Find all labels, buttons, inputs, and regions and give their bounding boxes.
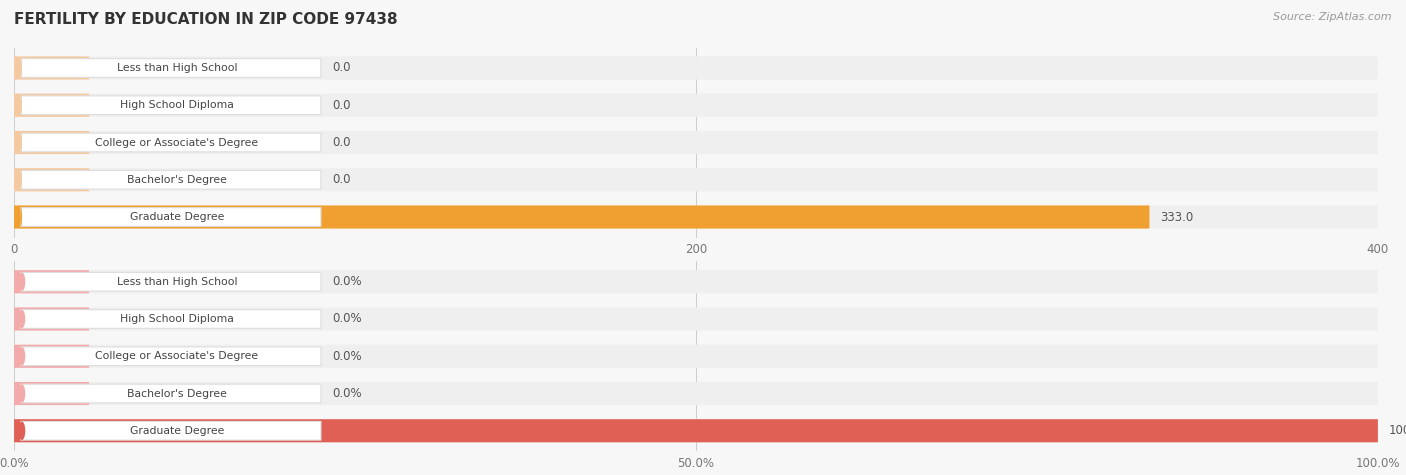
Text: 0.0: 0.0 xyxy=(332,173,350,186)
Text: High School Diploma: High School Diploma xyxy=(120,100,233,110)
Text: 0.0: 0.0 xyxy=(332,61,350,75)
Text: FERTILITY BY EDUCATION IN ZIP CODE 97438: FERTILITY BY EDUCATION IN ZIP CODE 97438 xyxy=(14,12,398,27)
FancyBboxPatch shape xyxy=(21,421,321,440)
Text: 333.0: 333.0 xyxy=(1160,210,1194,224)
Text: Less than High School: Less than High School xyxy=(117,63,238,73)
Text: 0.0%: 0.0% xyxy=(332,387,361,400)
Circle shape xyxy=(20,59,22,77)
Text: Less than High School: Less than High School xyxy=(117,277,238,287)
FancyBboxPatch shape xyxy=(14,57,89,79)
Text: Graduate Degree: Graduate Degree xyxy=(129,212,224,222)
Text: College or Associate's Degree: College or Associate's Degree xyxy=(96,351,259,361)
Circle shape xyxy=(18,347,25,365)
Text: Bachelor's Degree: Bachelor's Degree xyxy=(127,175,226,185)
Text: 0.0%: 0.0% xyxy=(332,313,361,325)
FancyBboxPatch shape xyxy=(14,419,1378,442)
FancyBboxPatch shape xyxy=(14,168,1378,191)
FancyBboxPatch shape xyxy=(14,345,1378,368)
Circle shape xyxy=(18,421,25,440)
Text: 0.0: 0.0 xyxy=(332,136,350,149)
Circle shape xyxy=(18,384,25,403)
FancyBboxPatch shape xyxy=(14,94,1378,117)
FancyBboxPatch shape xyxy=(14,382,1378,405)
FancyBboxPatch shape xyxy=(21,272,321,291)
FancyBboxPatch shape xyxy=(14,307,89,331)
FancyBboxPatch shape xyxy=(14,307,1378,331)
FancyBboxPatch shape xyxy=(14,168,89,191)
Text: High School Diploma: High School Diploma xyxy=(120,314,233,324)
FancyBboxPatch shape xyxy=(14,270,1378,293)
Text: Source: ZipAtlas.com: Source: ZipAtlas.com xyxy=(1274,12,1392,22)
Circle shape xyxy=(20,171,22,189)
Text: Bachelor's Degree: Bachelor's Degree xyxy=(127,389,226,399)
FancyBboxPatch shape xyxy=(14,206,1378,228)
Text: 0.0: 0.0 xyxy=(332,99,350,112)
FancyBboxPatch shape xyxy=(21,171,321,189)
FancyBboxPatch shape xyxy=(14,57,1378,79)
FancyBboxPatch shape xyxy=(14,345,89,368)
FancyBboxPatch shape xyxy=(21,347,321,366)
FancyBboxPatch shape xyxy=(14,382,89,405)
Text: 0.0%: 0.0% xyxy=(332,350,361,363)
FancyBboxPatch shape xyxy=(21,96,321,114)
FancyBboxPatch shape xyxy=(21,384,321,403)
FancyBboxPatch shape xyxy=(21,208,321,227)
FancyBboxPatch shape xyxy=(14,206,1150,228)
FancyBboxPatch shape xyxy=(14,131,89,154)
Circle shape xyxy=(20,96,22,114)
Text: College or Associate's Degree: College or Associate's Degree xyxy=(96,137,259,148)
FancyBboxPatch shape xyxy=(14,419,1378,442)
FancyBboxPatch shape xyxy=(14,94,89,117)
FancyBboxPatch shape xyxy=(14,131,1378,154)
Text: Graduate Degree: Graduate Degree xyxy=(129,426,224,436)
Circle shape xyxy=(18,273,25,291)
Circle shape xyxy=(20,208,22,226)
Text: 0.0%: 0.0% xyxy=(332,275,361,288)
Circle shape xyxy=(20,133,22,152)
FancyBboxPatch shape xyxy=(21,310,321,328)
FancyBboxPatch shape xyxy=(21,58,321,77)
FancyBboxPatch shape xyxy=(21,133,321,152)
FancyBboxPatch shape xyxy=(14,270,89,293)
Circle shape xyxy=(18,310,25,328)
Text: 100.0%: 100.0% xyxy=(1389,424,1406,437)
